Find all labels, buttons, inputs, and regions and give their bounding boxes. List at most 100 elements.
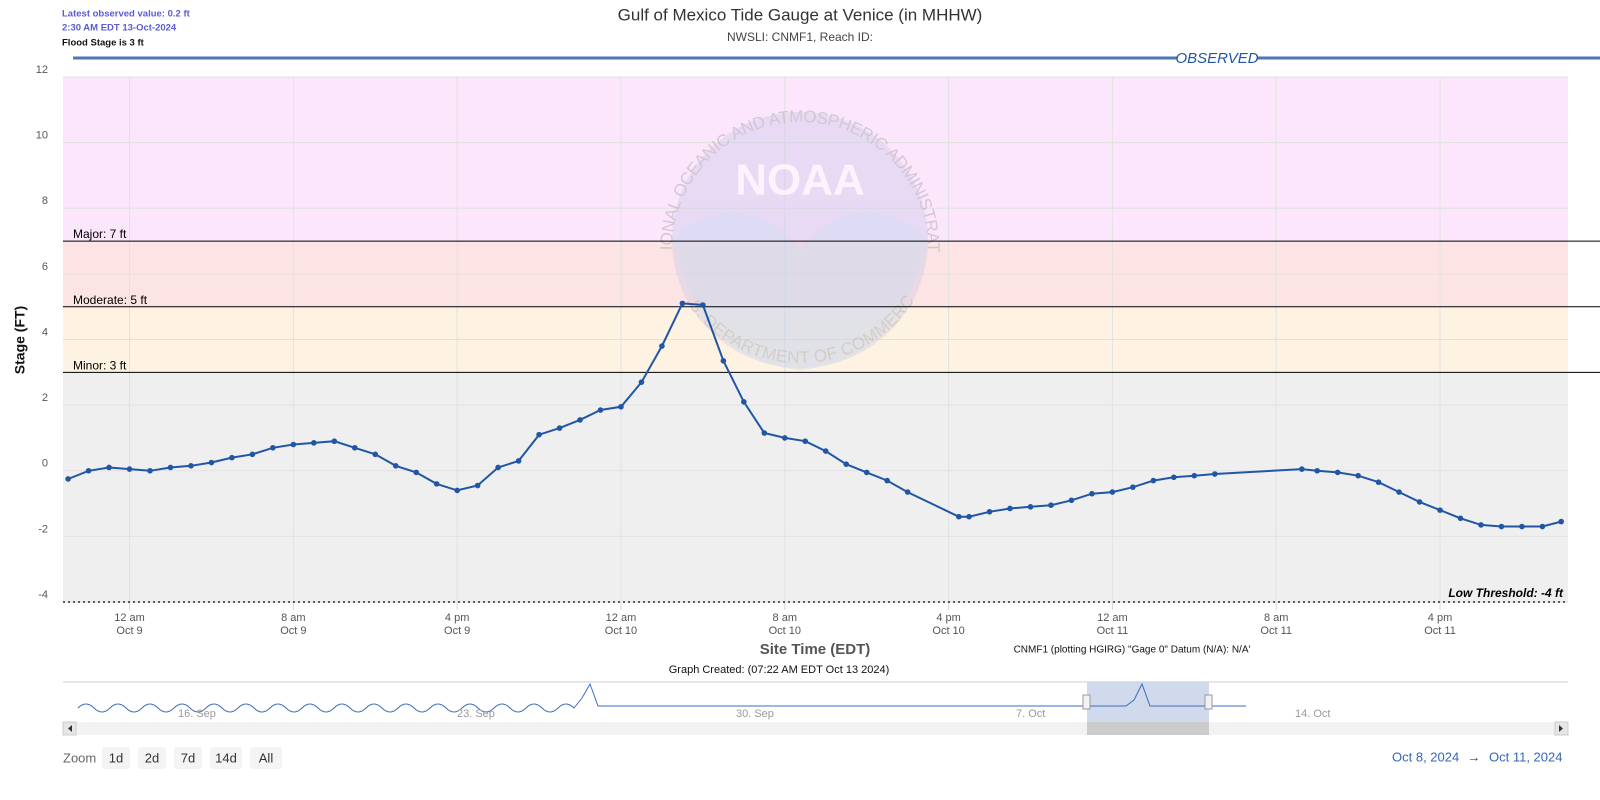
data-point — [956, 513, 962, 520]
zoom-button-label[interactable]: 7d — [181, 750, 195, 765]
data-point — [1519, 523, 1525, 530]
navigator-handle[interactable] — [1082, 694, 1091, 710]
zoom-buttons: 1d 2d 7d 14d All — [102, 747, 282, 769]
data-point — [331, 438, 338, 445]
range-to[interactable]: Oct 11, 2024 — [1489, 749, 1562, 764]
info-flood: Flood Stage is 3 ft — [62, 38, 145, 49]
data-point — [781, 435, 788, 441]
x-axis-title: Site Time (EDT) — [760, 641, 871, 658]
range-arrow: → — [1468, 749, 1481, 764]
watermark-wave — [672, 212, 928, 370]
navigator-label: 16. Sep — [178, 708, 216, 720]
range-from[interactable]: Oct 8, 2024 — [1392, 749, 1459, 764]
watermark-disc — [672, 112, 928, 368]
x-tick-date: Oct 11 — [1097, 625, 1129, 637]
data-point — [986, 508, 993, 515]
data-point — [1457, 515, 1464, 522]
data-point — [249, 451, 256, 458]
legend-label[interactable]: OBSERVED — [1175, 50, 1258, 67]
chart-subtitle: NWSLI: CNMF1, Reach ID: — [727, 30, 873, 44]
y-tick-label: -2 — [38, 523, 48, 535]
navigator-label: 23. Sep — [457, 708, 495, 720]
x-tick-label: 4 pm — [936, 612, 960, 624]
threshold-label: Moderate: 5 ft — [73, 293, 148, 307]
data-point — [1437, 507, 1443, 513]
scroll-left-icon — [68, 725, 72, 732]
navigator-label: 14. Oct — [1295, 708, 1330, 720]
zoom-button-label[interactable]: All — [259, 750, 274, 765]
y-tick-label: 8 — [42, 195, 48, 207]
data-point — [1498, 523, 1505, 530]
zoom-button[interactable] — [138, 747, 166, 769]
data-point — [1478, 522, 1484, 528]
data-point — [1558, 518, 1564, 525]
data-point — [454, 487, 460, 494]
y-tick-label: -4 — [38, 589, 48, 601]
data-point — [966, 513, 972, 520]
data-point — [638, 379, 645, 385]
navigator-handle[interactable] — [1204, 694, 1213, 710]
data-point — [1150, 477, 1157, 484]
zoom-button-label[interactable]: 1d — [109, 750, 123, 765]
zoom-button[interactable] — [210, 747, 242, 769]
x-tick-label: 12 am — [606, 612, 637, 624]
series-line — [67, 302, 1562, 528]
scrollbar-thumb[interactable] — [1087, 722, 1209, 735]
x-tick-date: Oct 10 — [932, 625, 964, 637]
x-tick-label: 8 am — [1264, 612, 1288, 624]
navigator-label: 7. Oct — [1016, 708, 1045, 720]
datum-note: CNMF1 (plotting HGIRG) "Gage 0" Datum (N… — [1014, 645, 1251, 656]
data-point — [679, 300, 686, 307]
data-point — [822, 448, 829, 454]
data-point — [659, 343, 665, 349]
data-point — [495, 464, 501, 471]
data-point — [311, 440, 317, 446]
data-point — [1027, 504, 1034, 510]
data-point — [372, 451, 379, 458]
data-point — [904, 489, 911, 495]
zoom-button-label[interactable]: 2d — [145, 750, 159, 765]
data-point — [1314, 467, 1320, 474]
x-tick-label: 4 pm — [1428, 612, 1452, 624]
x-tick-date: Oct 9 — [444, 625, 470, 637]
x-tick-label: 4 pm — [445, 612, 469, 624]
data-point — [863, 469, 870, 476]
navigator-label: 30. Sep — [736, 708, 774, 720]
data-point — [556, 425, 563, 431]
data-point — [1396, 489, 1402, 495]
data-point — [351, 444, 358, 451]
data-point — [413, 469, 420, 476]
y-tick-label: 0 — [42, 458, 48, 470]
zoom-button[interactable] — [174, 747, 202, 769]
y-tick-label: 12 — [36, 64, 48, 76]
navigator-series — [77, 682, 1246, 713]
zoom-button-label[interactable]: 14d — [215, 750, 237, 765]
data-point — [85, 467, 92, 474]
y-axis-title: Stage (FT) — [12, 306, 28, 374]
data-point — [577, 417, 583, 423]
x-tick-label: 8 am — [281, 612, 305, 624]
zoom-label: Zoom — [63, 750, 96, 765]
y-tick-label: 10 — [36, 130, 48, 142]
zoom-button[interactable] — [250, 747, 282, 769]
zoom-button[interactable] — [102, 747, 130, 769]
data-point — [741, 399, 747, 405]
data-point — [1375, 479, 1382, 486]
scrollbar-track[interactable] — [63, 722, 1568, 735]
data-point — [1089, 490, 1095, 497]
low-threshold-label: Low Threshold: -4 ft — [1448, 586, 1564, 600]
data-point — [188, 463, 194, 469]
navigator-window[interactable] — [1087, 682, 1209, 722]
data-point — [1211, 471, 1218, 477]
data-point — [536, 431, 542, 438]
data-point — [167, 464, 174, 471]
data-point — [1048, 502, 1054, 509]
info-latest: Latest observed value: 0.2 ft — [62, 9, 191, 20]
y-tick-label: 6 — [42, 261, 48, 273]
threshold-label: Minor: 3 ft — [73, 358, 127, 372]
y-tick-label: 4 — [42, 326, 48, 338]
x-tick-date: Oct 9 — [280, 625, 306, 637]
data-point — [843, 461, 850, 467]
x-tick-date: Oct 9 — [116, 625, 142, 637]
